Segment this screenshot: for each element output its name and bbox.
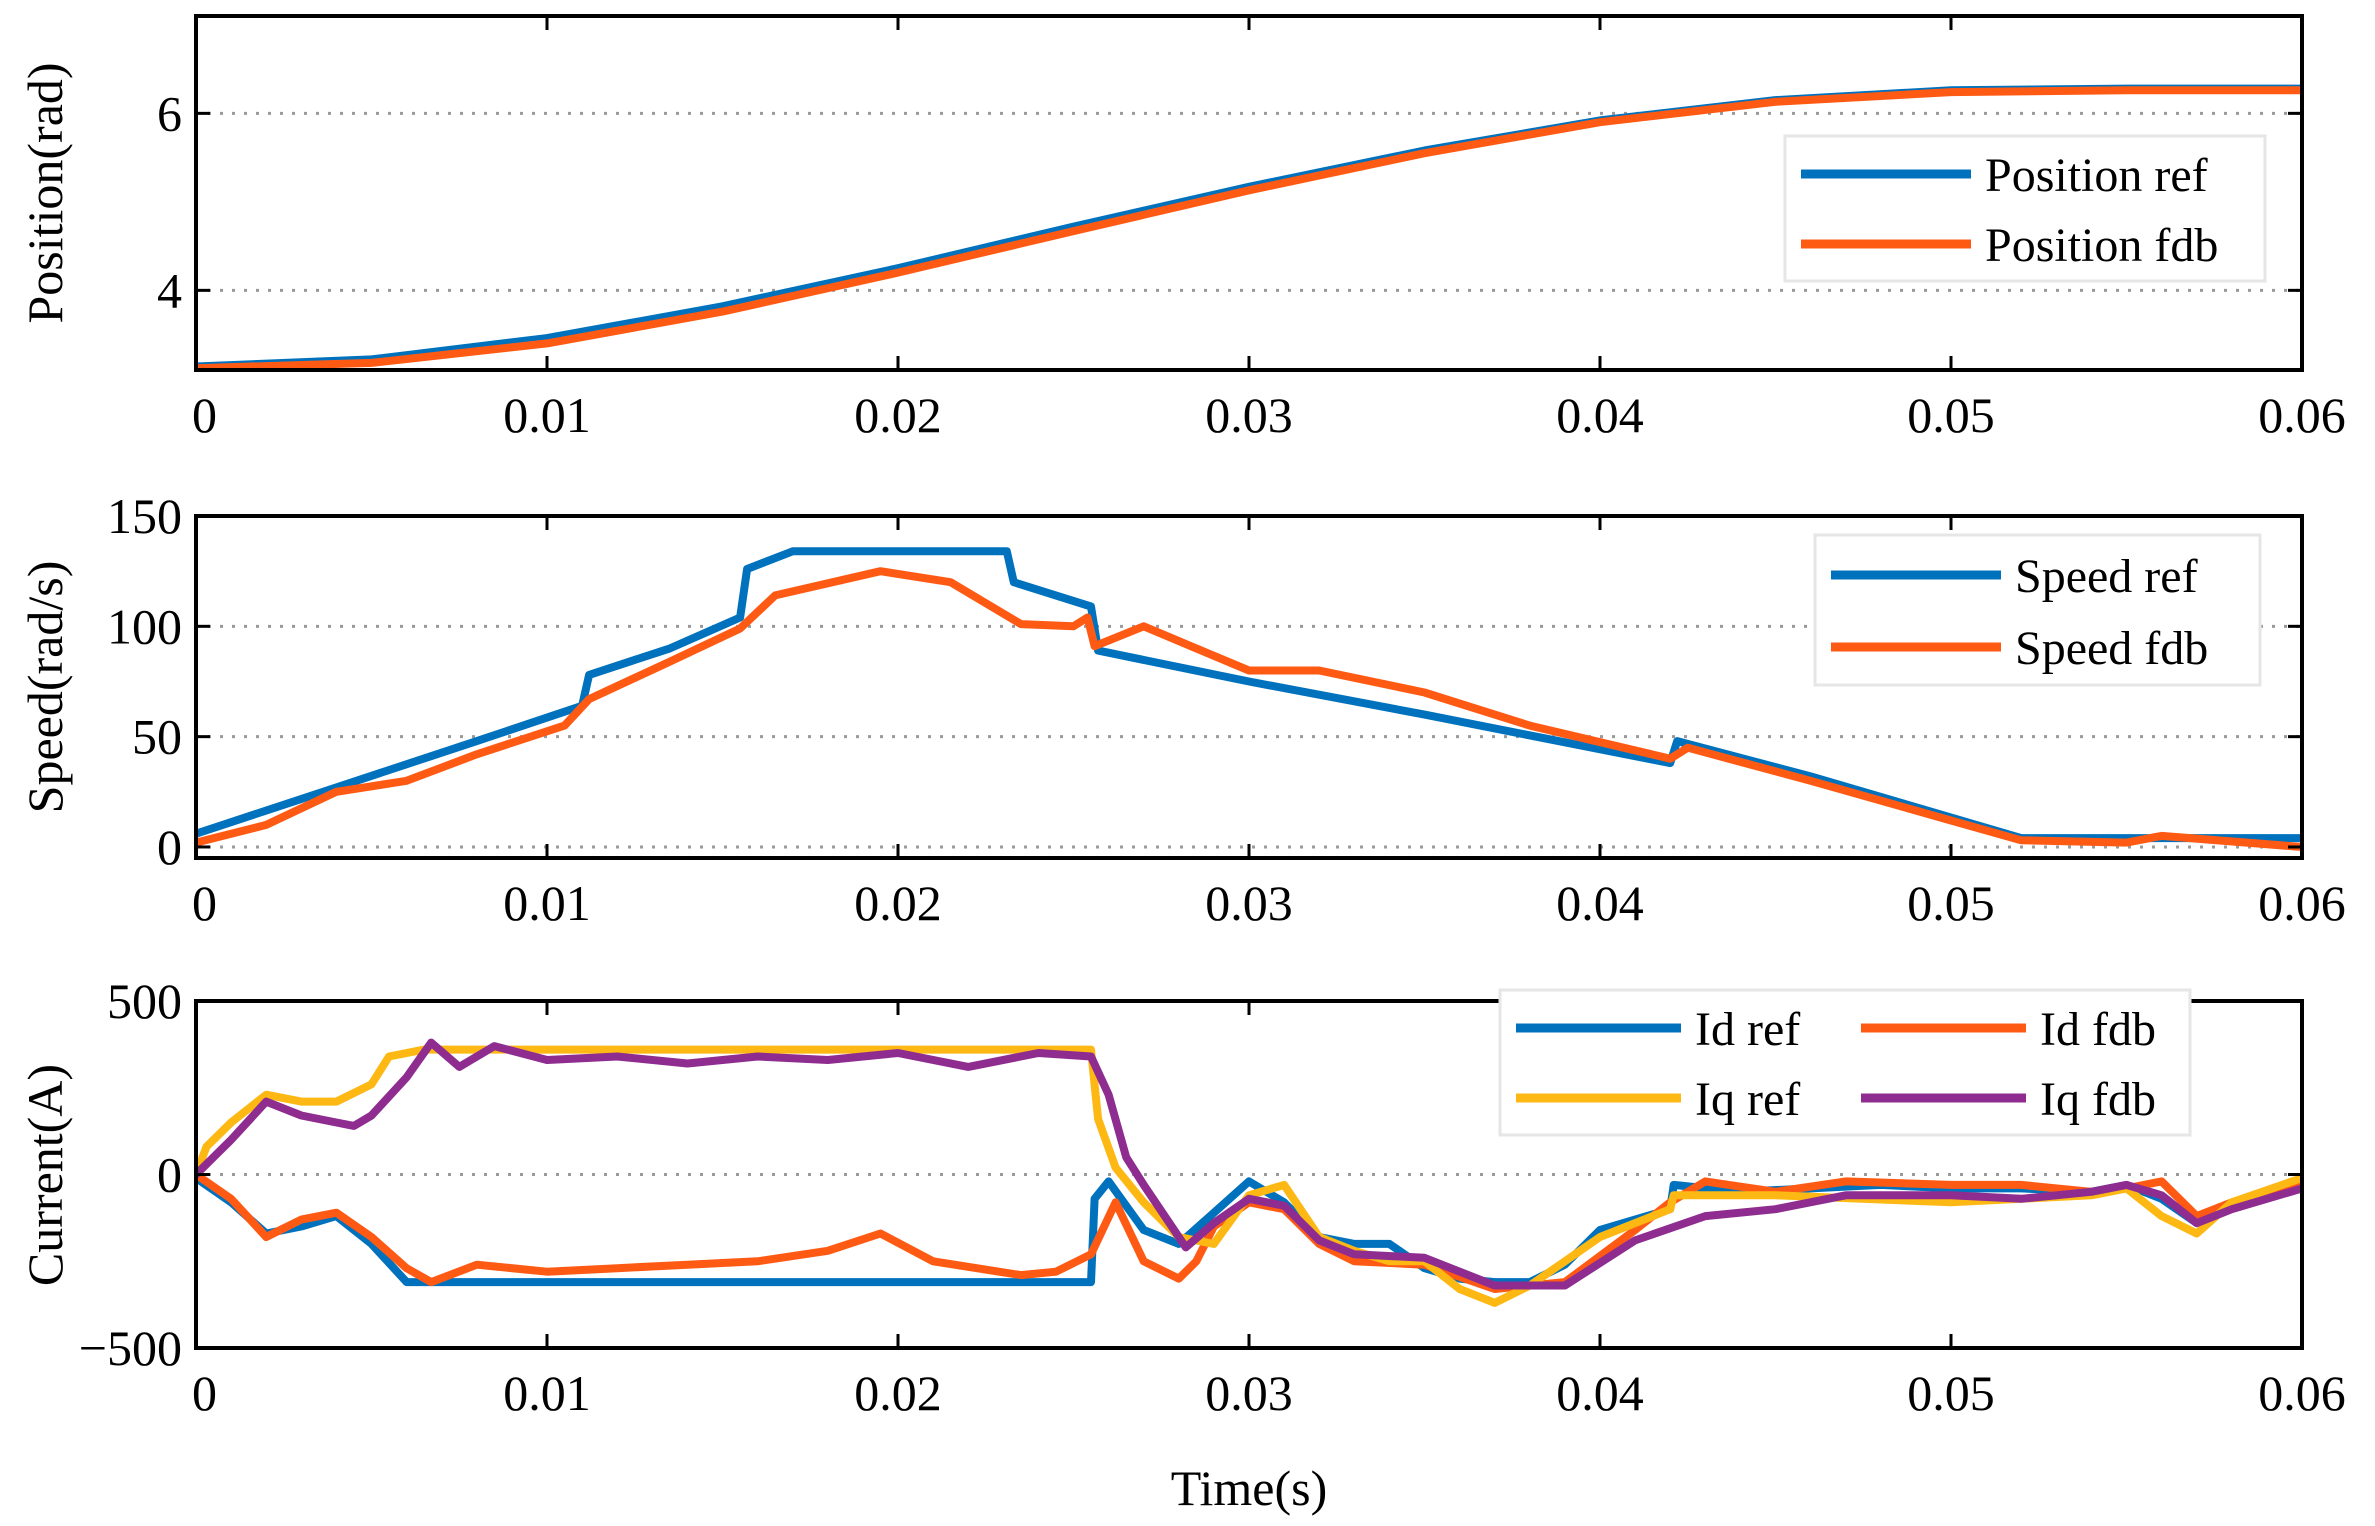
- current-x-tick-label-3: 0.03: [1205, 1365, 1293, 1421]
- speed-y-axis-label: Speed(rad/s): [17, 561, 73, 814]
- speed-legend-box: [1813, 533, 2262, 687]
- series-iq-fdb: [196, 1038, 2302, 1290]
- series-speed-fdb: [196, 567, 2302, 851]
- speed-legend: Speed ref Speed fdb: [1813, 533, 2262, 687]
- position-y-tick-label-1: 6: [157, 85, 182, 141]
- position-x-tick-labels: 0 0.01 0.02 0.03 0.04 0.05 0.06: [192, 387, 2346, 443]
- position-x-tick-label-6: 0.06: [2258, 387, 2346, 443]
- current-x-tick-label-1: 0.01: [503, 1365, 591, 1421]
- speed-x-tick-label-5: 0.05: [1907, 875, 1995, 931]
- position-x-tick-label-0: 0: [192, 387, 217, 443]
- legend-label-iq-ref: Iq ref: [1695, 1073, 1800, 1126]
- speed-y-tick-labels: 0 50 100 150: [107, 488, 182, 875]
- speed-panel: 0 0.01 0.02 0.03 0.04 0.05 0.06 0 50 100 150 Spee…: [17, 488, 2346, 931]
- current-x-tick-labels: 0 0.01 0.02 0.03 0.04 0.05 0.06: [192, 1365, 2346, 1421]
- speed-x-tick-label-0: 0: [192, 875, 217, 931]
- current-y-axis-label: Current(A): [17, 1064, 73, 1286]
- legend-label-speed-ref: Speed ref: [2015, 550, 2198, 603]
- speed-y-tick-label-3: 150: [107, 488, 182, 544]
- speed-x-tick-label-3: 0.03: [1205, 875, 1293, 931]
- position-panel: 0 0.01 0.02 0.03 0.04 0.05 0.06 46 Position(ra…: [17, 14, 2346, 443]
- speed-y-tick-label-0: 0: [157, 819, 182, 875]
- position-x-tick-label-3: 0.03: [1205, 387, 1293, 443]
- current-x-axis-label: Time(s): [1171, 1460, 1328, 1516]
- series-position-fdb: [196, 86, 2302, 370]
- legend-label-position-ref: Position ref: [1985, 149, 2208, 202]
- position-y-axis-label: Position(rad): [17, 62, 73, 323]
- speed-ticks: [194, 514, 2304, 858]
- current-x-tick-label-6: 0.06: [2258, 1365, 2346, 1421]
- position-grid: [196, 111, 2302, 292]
- legend-label-speed-fdb: Speed fdb: [2015, 622, 2208, 675]
- legend-label-id-ref: Id ref: [1695, 1003, 1800, 1056]
- speed-y-tick-label-2: 100: [107, 598, 182, 654]
- position-y-tick-labels: 46: [157, 85, 182, 318]
- current-y-tick-label-1: 0: [157, 1147, 182, 1203]
- position-ticks: [194, 16, 2304, 370]
- position-series: [196, 84, 2302, 370]
- position-legend: Position ref Position fdb: [1783, 134, 2267, 283]
- speed-series: [196, 547, 2302, 851]
- current-y-tick-label-2: 500: [107, 973, 182, 1029]
- position-legend-box: [1783, 134, 2267, 283]
- current-x-tick-label-2: 0.02: [854, 1365, 942, 1421]
- current-y-tick-labels: −500 0 500: [79, 973, 182, 1376]
- legend-label-position-fdb: Position fdb: [1985, 219, 2218, 272]
- current-y-tick-label-0: −500: [79, 1320, 182, 1376]
- series-speed-ref: [196, 547, 2302, 843]
- position-x-tick-label-1: 0.01: [503, 387, 591, 443]
- current-x-tick-label-4: 0.04: [1556, 1365, 1644, 1421]
- current-series: [196, 1038, 2302, 1307]
- current-x-tick-label-0: 0: [192, 1365, 217, 1421]
- legend-label-iq-fdb: Iq fdb: [2040, 1073, 2156, 1126]
- position-y-tick-label-0: 4: [157, 262, 182, 318]
- speed-x-tick-label-4: 0.04: [1556, 875, 1644, 931]
- current-legend-box: [1498, 988, 2192, 1137]
- position-x-tick-label-2: 0.02: [854, 387, 942, 443]
- position-x-tick-label-4: 0.04: [1556, 387, 1644, 443]
- current-x-tick-label-5: 0.05: [1907, 1365, 1995, 1421]
- current-legend: Id ref Id fdb Iq ref Iq fdb: [1498, 988, 2192, 1137]
- speed-x-tick-labels: 0 0.01 0.02 0.03 0.04 0.05 0.06: [192, 875, 2346, 931]
- speed-x-tick-label-2: 0.02: [854, 875, 942, 931]
- speed-x-tick-label-1: 0.01: [503, 875, 591, 931]
- speed-y-tick-label-1: 50: [132, 709, 182, 765]
- series-id-fdb: [196, 1170, 2302, 1293]
- speed-x-tick-label-6: 0.06: [2258, 875, 2346, 931]
- position-x-tick-label-5: 0.05: [1907, 387, 1995, 443]
- legend-label-id-fdb: Id fdb: [2040, 1003, 2156, 1056]
